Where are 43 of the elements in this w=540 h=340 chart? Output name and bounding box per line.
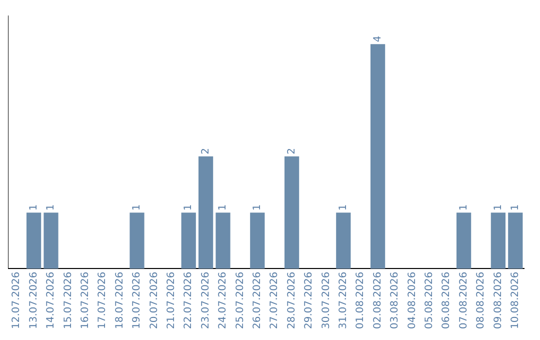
data-label: 1 (183, 204, 194, 211)
data-label: 1 (218, 204, 229, 211)
data-label: 1 (338, 204, 349, 211)
x-tick-label: 18.07.2026 (114, 272, 126, 330)
data-label: 1 (458, 204, 470, 211)
x-tick-label: 04.08.2026 (406, 272, 418, 330)
x-tick-label: 24.07.2026 (218, 272, 229, 330)
data-label: 1 (252, 204, 263, 211)
x-tick-label: 27.07.2026 (269, 272, 280, 330)
x-tick-label: 14.07.2026 (46, 272, 57, 330)
data-label: 1 (46, 204, 57, 211)
x-tick-label: 03.08.2026 (390, 272, 401, 330)
x-tick-label: 19.07.2026 (132, 272, 143, 330)
x-tick-label: 20.07.2026 (148, 272, 160, 330)
x-tick-label: 07.08.2026 (458, 272, 470, 330)
data-label: 2 (286, 148, 298, 154)
x-tick-label: 02.08.2026 (372, 272, 384, 330)
x-tick-label: 23.07.2026 (200, 272, 212, 330)
x-tick-label: 29.07.2026 (304, 272, 315, 330)
x-tick-label: 30.07.2026 (320, 272, 332, 330)
x-tick-label: 21.07.2026 (166, 272, 177, 330)
x-tick-label: 05.08.2026 (424, 272, 435, 330)
x-tick-label: 15.07.2026 (62, 272, 74, 330)
x-tick-label: 16.07.2026 (80, 272, 91, 330)
x-tick-label: 13.07.2026 (28, 272, 40, 330)
data-label: 1 (510, 204, 521, 211)
x-tick-label: 22.07.2026 (183, 272, 194, 330)
data-label: 1 (132, 204, 143, 211)
x-tick-label: 06.08.2026 (441, 272, 452, 330)
data-label: 1 (28, 204, 40, 211)
x-tick-label: 08.08.2026 (476, 272, 487, 330)
data-label: 2 (200, 148, 212, 154)
data-label: 4 (372, 36, 384, 42)
x-tick-label: 12.07.2026 (11, 272, 22, 330)
x-tick-label: 26.07.2026 (252, 272, 263, 330)
x-tick-label: 10.08.2026 (510, 272, 521, 330)
x-tick-label: 25.07.2026 (234, 272, 246, 330)
x-tick-label: 17.07.2026 (97, 272, 108, 330)
x-tick-label: 28.07.2026 (286, 272, 298, 330)
x-tick-label: 31.07.2026 (338, 272, 349, 330)
data-label: 1 (492, 204, 504, 211)
x-tick-label: 09.08.2026 (492, 272, 504, 330)
x-tick-label: 01.08.2026 (355, 272, 366, 330)
